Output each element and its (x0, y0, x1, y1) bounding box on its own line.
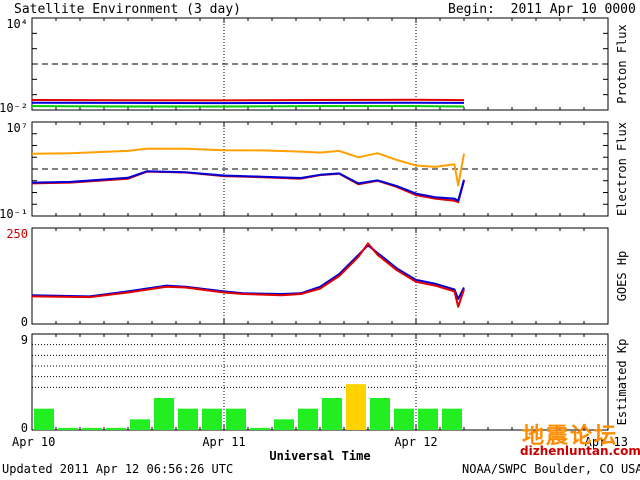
electron-flux-y-max-label: 10⁷ (6, 121, 28, 135)
electron-flux-y-min-label: 10⁻¹ (0, 207, 28, 221)
goes-hp-series-line (31, 242, 465, 308)
kp-bar (346, 384, 366, 430)
goes-hp-axis-label: GOES Hp (615, 251, 629, 302)
chart-title: Satellite Environment (3 day) (14, 2, 241, 17)
estimated-kp-frame (31, 333, 609, 431)
proton-flux-series-line (31, 98, 465, 102)
kp-bar (34, 408, 54, 430)
x-axis-title: Universal Time (269, 449, 370, 463)
kp-bar (298, 408, 318, 430)
kp-bar (322, 398, 342, 430)
kp-bar (418, 408, 438, 430)
estimated-kp-y-min-label: 0 (21, 421, 28, 435)
goes-hp-y-max-label: 250 (6, 227, 28, 241)
kp-bar (106, 427, 126, 430)
kp-bar (274, 419, 294, 430)
goes-hp-series-line (31, 244, 465, 300)
proton-flux-y-max-label: 10⁴ (6, 17, 28, 31)
kp-bar (442, 408, 462, 430)
kp-bar (394, 408, 414, 430)
begin-time: Begin: 2011 Apr 10 0000 UTC (448, 2, 636, 17)
kp-bar (154, 398, 174, 430)
kp-bar (226, 408, 246, 430)
credit-text: NOAA/SWPC Boulder, CO USA (462, 462, 640, 476)
kp-bar (370, 398, 390, 430)
proton-flux-frame (31, 17, 609, 111)
x-tick-label: Apr 13 (585, 435, 628, 449)
kp-bar (58, 427, 78, 430)
kp-bar (130, 419, 150, 430)
kp-bar (250, 427, 270, 430)
x-tick-label: Apr 11 (202, 435, 245, 449)
x-tick-label: Apr 10 (12, 435, 55, 449)
electron-flux-series-line (31, 147, 465, 187)
watermark-cn: 地震论坛 (522, 424, 619, 449)
estimated-kp-y-max-label: 9 (21, 333, 28, 347)
electron-flux-frame (31, 121, 609, 217)
x-tick-label: Apr 12 (394, 435, 437, 449)
kp-bar (202, 408, 222, 430)
proton-flux-axis-label: Proton Flux (615, 24, 629, 103)
proton-flux-y-min-label: 10⁻² (0, 101, 28, 115)
estimated-kp-axis-label: Estimated Kp (615, 339, 629, 426)
electron-flux-series-line (31, 170, 465, 202)
goes-hp-y-min-label: 0 (21, 315, 28, 329)
updated-time: Updated 2011 Apr 12 06:56:26 UTC (2, 462, 234, 476)
goes-hp-frame (31, 227, 609, 325)
electron-flux-axis-label: Electron Flux (615, 122, 629, 216)
kp-bar (82, 427, 102, 430)
watermark-url: dizhenluntan.com (520, 444, 640, 458)
kp-bar (178, 408, 198, 430)
